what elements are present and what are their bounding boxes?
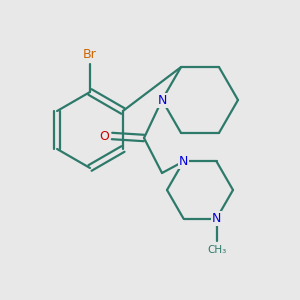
Text: N: N <box>179 155 188 168</box>
Text: N: N <box>157 94 167 106</box>
Text: Br: Br <box>83 49 97 62</box>
Text: N: N <box>212 212 221 225</box>
Text: O: O <box>99 130 109 142</box>
Text: CH₃: CH₃ <box>207 244 226 255</box>
